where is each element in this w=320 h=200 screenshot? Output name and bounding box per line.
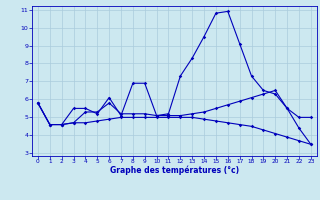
X-axis label: Graphe des températures (°c): Graphe des températures (°c) — [110, 166, 239, 175]
